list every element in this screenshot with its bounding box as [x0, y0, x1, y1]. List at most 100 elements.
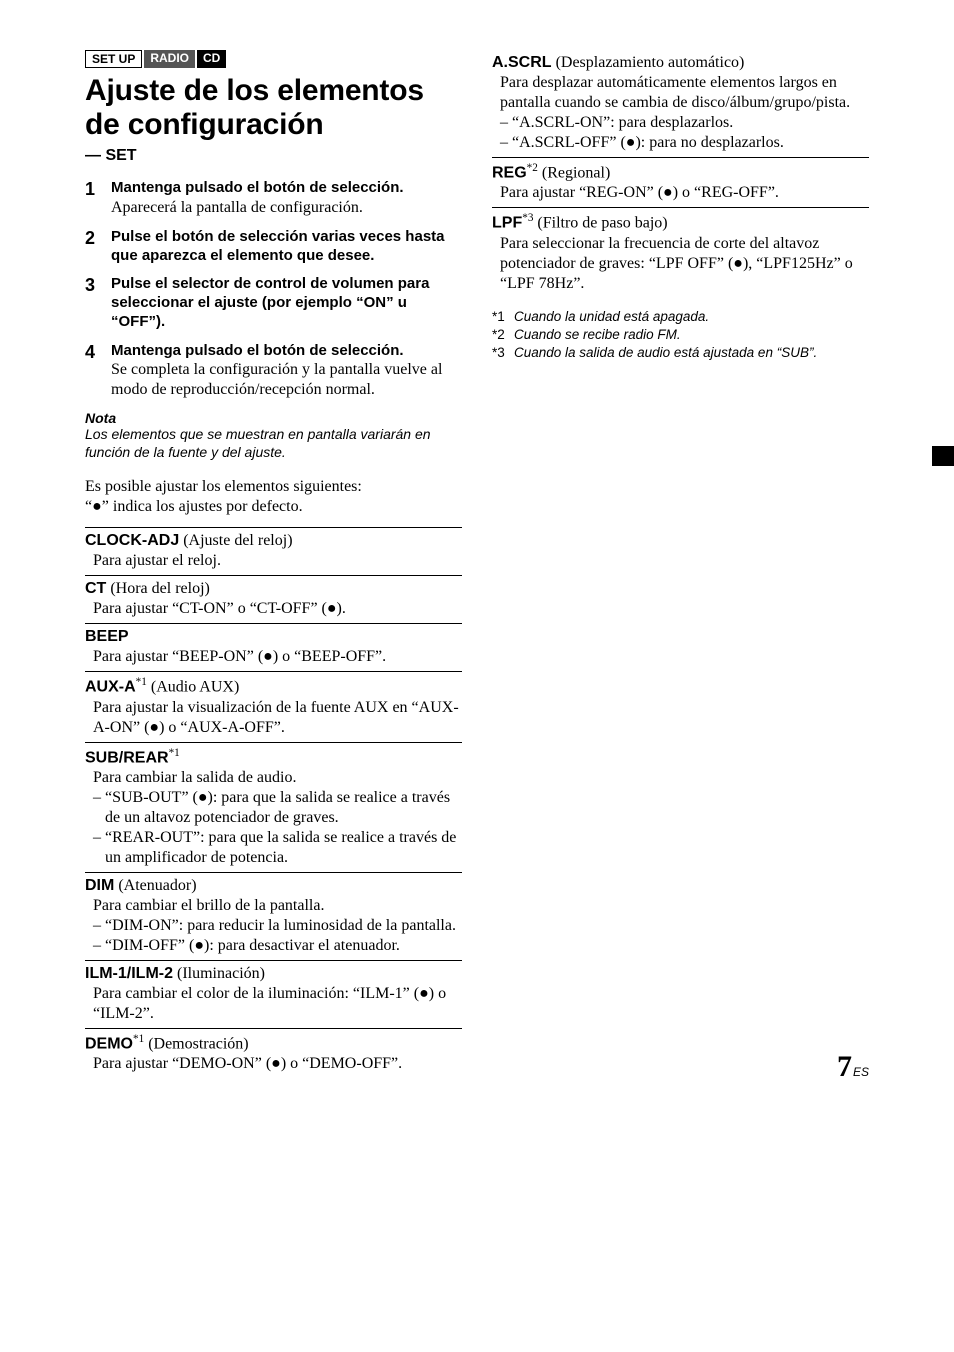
setting-desc: Para ajustar “REG-ON” (●) o “REG-OFF”.: [492, 183, 869, 203]
setting-sublist: –“A.SCRL-ON”: para desplazarlos.–“A.SCRL…: [492, 113, 869, 153]
setting-desc: Para ajustar el reloj.: [85, 551, 462, 571]
setting-desc: Para desplazar automáticamente elementos…: [492, 73, 869, 113]
setting-footnote-ref: *1: [136, 676, 147, 688]
setting-footnote-ref: *3: [522, 212, 533, 224]
setting-sub-text: “A.SCRL-ON”: para desplazarlos.: [512, 113, 869, 133]
setting-sub-item: –“REAR-OUT”: para que la salida se reali…: [93, 828, 462, 868]
steps-list: Mantenga pulsado el botón de selección. …: [85, 179, 462, 400]
setting-desc: Para ajustar “CT-ON” o “CT-OFF” (●).: [85, 599, 462, 619]
subheading: — SET: [85, 147, 462, 165]
dash-icon: –: [93, 828, 105, 868]
right-column: A.SCRL (Desplazamiento automático) Para d…: [492, 50, 869, 1078]
setting-paren: (Hora del reloj): [106, 580, 210, 597]
setting-footnote-ref: *2: [527, 162, 538, 174]
setting-sub-item: –“SUB-OUT” (●): para que la salida se re…: [93, 788, 462, 828]
tag-radio: RADIO: [144, 50, 195, 68]
page-number: 7ES: [837, 1050, 869, 1084]
setting-item: SUB/REAR*1 Para cambiar la salida de audi…: [85, 742, 462, 872]
setting-paren: (Demostración): [144, 1035, 248, 1052]
footnote-item: *3Cuando la salida de audio está ajustad…: [492, 344, 869, 362]
setting-name: DIM: [85, 877, 114, 894]
setting-name: CT: [85, 580, 106, 597]
setting-sub-item: –“DIM-OFF” (●): para desactivar el atenu…: [93, 936, 462, 956]
setting-item: ILM-1/ILM-2 (Iluminación) Para cambiar el…: [85, 960, 462, 1028]
step-desc: Se completa la configuración y la pantal…: [111, 360, 462, 400]
setting-item: CLOCK-ADJ (Ajuste del reloj)Para ajustar…: [85, 527, 462, 575]
setting-name: ILM-1/ILM-2: [85, 965, 173, 982]
setting-paren: (Desplazamiento automático): [552, 54, 745, 71]
setting-sub-text: “REAR-OUT”: para que la salida se realic…: [105, 828, 462, 868]
setting-name: LPF: [492, 215, 522, 232]
footnote-text: Cuando la unidad está apagada.: [514, 308, 709, 326]
setting-paren: (Audio AUX): [147, 679, 239, 696]
setting-sub-item: –“A.SCRL-ON”: para desplazarlos.: [500, 113, 869, 133]
context-tags: SET UP RADIO CD: [85, 50, 462, 68]
setting-footnote-ref: *1: [169, 747, 180, 759]
setting-name: A.SCRL: [492, 54, 552, 71]
setting-paren: (Atenuador): [114, 877, 196, 894]
step-title: Mantenga pulsado el botón de selección.: [111, 179, 462, 198]
step-title: Pulse el selector de control de volumen …: [111, 275, 462, 331]
tag-cd: CD: [197, 50, 226, 68]
setting-name: REG: [492, 164, 527, 181]
edge-tab-marker: [932, 446, 954, 466]
step-item: Pulse el botón de selección varias veces…: [85, 228, 462, 266]
setting-sub-text: “A.SCRL-OFF” (●): para no desplazarlos.: [512, 133, 869, 153]
setting-paren: (Filtro de paso bajo): [533, 215, 667, 232]
setting-name: DEMO: [85, 1035, 133, 1052]
step-title: Pulse el botón de selección varias veces…: [111, 228, 462, 266]
footnote-item: *1Cuando la unidad está apagada.: [492, 308, 869, 326]
dash-icon: –: [93, 788, 105, 828]
setting-paren: (Iluminación): [173, 965, 265, 982]
setting-item: LPF*3 (Filtro de paso bajo) Para seleccio…: [492, 207, 869, 297]
intro-text: Es posible ajustar los elementos siguien…: [85, 477, 462, 517]
setting-desc: Para ajustar “DEMO-ON” (●) o “DEMO-OFF”.: [85, 1054, 462, 1074]
step-item: Mantenga pulsado el botón de selección. …: [85, 179, 462, 218]
setting-item: AUX-A*1 (Audio AUX) Para ajustar la visua…: [85, 671, 462, 741]
intro-line: “●” indica los ajustes por defecto.: [85, 498, 303, 515]
setting-desc: Para cambiar la salida de audio.: [85, 768, 462, 788]
setting-sublist: –“SUB-OUT” (●): para que la salida se re…: [85, 788, 462, 868]
setting-sub-item: –“DIM-ON”: para reducir la luminosidad d…: [93, 916, 462, 936]
setting-item: DIM (Atenuador) Para cambiar el brillo de…: [85, 872, 462, 960]
setting-sublist: –“DIM-ON”: para reducir la luminosidad d…: [85, 916, 462, 956]
intro-line: Es posible ajustar los elementos siguien…: [85, 478, 362, 495]
setting-paren: (Regional): [538, 164, 610, 181]
footnotes: *1Cuando la unidad está apagada.*2Cuando…: [492, 308, 869, 363]
setting-name: BEEP: [85, 628, 129, 645]
setting-item: REG*2 (Regional) Para ajustar “REG-ON” (●…: [492, 157, 869, 207]
tag-setup: SET UP: [85, 50, 142, 68]
setting-name: AUX-A: [85, 679, 136, 696]
left-column: SET UP RADIO CD Ajuste de los elementos …: [85, 50, 462, 1078]
footnote-mark: *3: [492, 344, 514, 362]
setting-footnote-ref: *1: [133, 1033, 144, 1045]
setting-desc: Para ajustar la visualización de la fuen…: [85, 698, 462, 738]
setting-sub-item: –“A.SCRL-OFF” (●): para no desplazarlos.: [500, 133, 869, 153]
setting-item: BEEP Para ajustar “BEEP-ON” (●) o “BEEP-O…: [85, 623, 462, 671]
setting-desc: Para cambiar el color de la iluminación:…: [85, 984, 462, 1024]
setting-desc: Para ajustar “BEEP-ON” (●) o “BEEP-OFF”.: [85, 647, 462, 667]
setting-item: CT (Hora del reloj) Para ajustar “CT-ON” …: [85, 575, 462, 623]
dash-icon: –: [500, 113, 512, 133]
footnote-text: Cuando se recibe radio FM.: [514, 326, 681, 344]
footnote-mark: *2: [492, 326, 514, 344]
setting-sub-text: “DIM-OFF” (●): para desactivar el atenua…: [105, 936, 462, 956]
step-item: Mantenga pulsado el botón de selección. …: [85, 342, 462, 401]
setting-item: A.SCRL (Desplazamiento automático) Para d…: [492, 50, 869, 157]
footnote-item: *2Cuando se recibe radio FM.: [492, 326, 869, 344]
page-number-suffix: ES: [852, 1065, 869, 1079]
footnote-mark: *1: [492, 308, 514, 326]
setting-sub-text: “SUB-OUT” (●): para que la salida se rea…: [105, 788, 462, 828]
step-desc: Aparecerá la pantalla de configuración.: [111, 198, 462, 218]
setting-desc: Para seleccionar la frecuencia de corte …: [492, 234, 869, 294]
dash-icon: –: [93, 936, 105, 956]
page-title: Ajuste de los elementos de configuración: [85, 74, 462, 141]
setting-desc: Para cambiar el brillo de la pantalla.: [85, 896, 462, 916]
setting-item: DEMO*1 (Demostración) Para ajustar “DEMO-…: [85, 1028, 462, 1078]
step-title: Mantenga pulsado el botón de selección.: [111, 342, 462, 361]
setting-name: SUB/REAR: [85, 749, 169, 766]
page-number-value: 7: [837, 1050, 852, 1083]
note-heading: Nota: [85, 410, 462, 426]
setting-paren: (Ajuste del reloj): [179, 532, 292, 549]
footnote-text: Cuando la salida de audio está ajustada …: [514, 344, 817, 362]
